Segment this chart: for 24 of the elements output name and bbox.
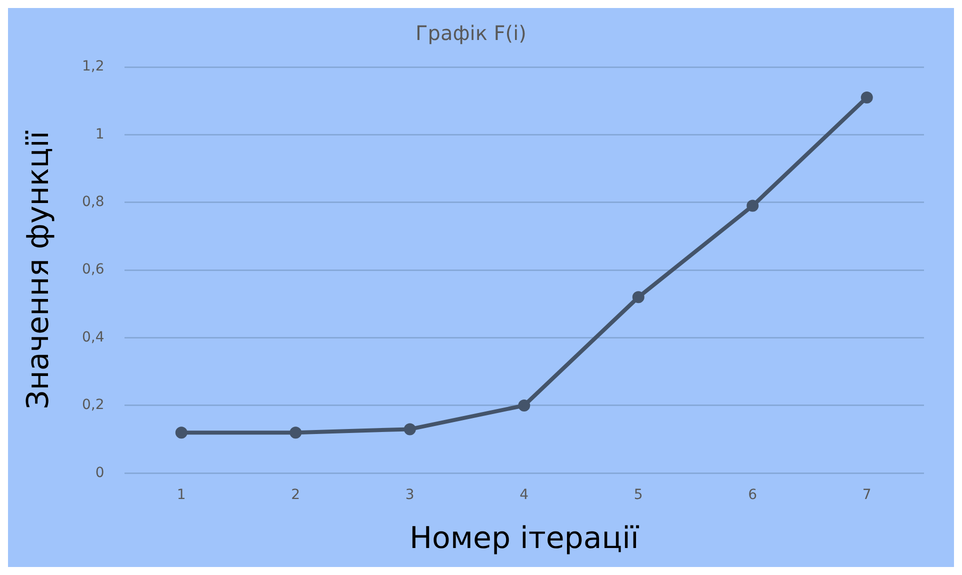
y-tick-label: 1,2 xyxy=(82,58,104,75)
point xyxy=(175,426,188,439)
x-tick-label: 7 xyxy=(862,487,872,504)
y-tick-label: 0,4 xyxy=(82,329,104,346)
point xyxy=(746,200,759,212)
x-tick-label: 5 xyxy=(634,487,643,504)
y-tick-label: 0,8 xyxy=(82,194,104,210)
y-tick-label: 1 xyxy=(95,126,104,142)
x-tick-label: 1 xyxy=(176,487,186,504)
y-axis-title: Значення функції xyxy=(20,130,56,410)
x-tick-label: 6 xyxy=(748,487,758,504)
point xyxy=(632,291,644,304)
point xyxy=(518,400,530,412)
x-tick-label: 4 xyxy=(520,487,529,504)
x-tick-label: 2 xyxy=(291,487,300,504)
chart-title: Графік F(i) xyxy=(416,21,526,46)
point xyxy=(860,91,873,104)
point xyxy=(404,423,416,436)
y-tick-label: 0,2 xyxy=(82,397,104,414)
point xyxy=(290,426,302,439)
y-tick-label: 0 xyxy=(95,464,104,481)
y-tick-label: 0,6 xyxy=(82,262,104,278)
x-tick-label: 3 xyxy=(405,487,414,504)
x-axis-title: Номер ітерації xyxy=(409,520,640,556)
